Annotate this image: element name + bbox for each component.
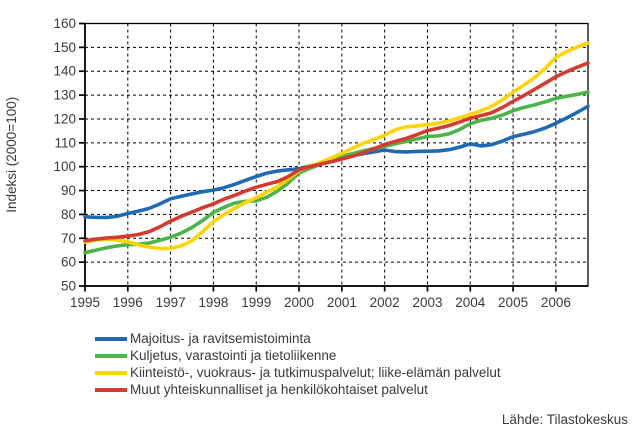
x-tick-label: 2003 bbox=[412, 295, 442, 310]
y-tick-label: 110 bbox=[54, 135, 76, 150]
legend-swatch bbox=[95, 387, 127, 392]
y-tick-label: 150 bbox=[53, 40, 76, 55]
line-chart: 50 60 70 80 90 100 110 120 130 140 150 160 1995 1996 1… bbox=[4, 16, 590, 310]
y-tick-label: 100 bbox=[53, 159, 76, 174]
x-tick-label: 1995 bbox=[70, 295, 100, 310]
legend-item: Kuljetus, varastointi ja tietoliikenne bbox=[95, 347, 501, 364]
x-tick-label: 1996 bbox=[113, 295, 143, 310]
x-tick-label: 2000 bbox=[284, 295, 314, 310]
legend-label: Kuljetus, varastointi ja tietoliikenne bbox=[130, 348, 337, 363]
y-tick-label: 50 bbox=[61, 279, 76, 294]
y-tick-label: 80 bbox=[61, 207, 76, 222]
legend-item: Muut yhteiskunnalliset ja henkilökohtais… bbox=[95, 381, 501, 398]
y-tick-label: 140 bbox=[53, 64, 76, 79]
y-tick-label: 60 bbox=[61, 255, 76, 270]
source-label: Lähde: Tilastokeskus bbox=[501, 412, 628, 427]
y-tick-label: 90 bbox=[61, 183, 76, 198]
x-tick-label: 2002 bbox=[370, 295, 400, 310]
y-tick-label: 120 bbox=[53, 111, 76, 126]
legend-item: Kiinteistö-, vuokraus- ja tutkimuspalvel… bbox=[95, 364, 501, 381]
x-tick-label: 2005 bbox=[498, 295, 528, 310]
series-line-4 bbox=[83, 61, 590, 243]
x-tick-label: 1998 bbox=[198, 295, 228, 310]
y-tick-label: 130 bbox=[53, 88, 76, 103]
x-tick-label: 2001 bbox=[327, 295, 357, 310]
legend-swatch bbox=[95, 336, 127, 341]
y-tick-label: 160 bbox=[53, 16, 76, 31]
x-tick-label: 1999 bbox=[241, 295, 271, 310]
y-axis-title: Indeksi (2000=100) bbox=[4, 97, 19, 213]
x-tick-label: 2006 bbox=[541, 295, 571, 310]
legend-label: Majoitus- ja ravitsemistoiminta bbox=[130, 331, 311, 346]
legend-swatch bbox=[95, 353, 127, 358]
series-line-3 bbox=[83, 41, 590, 251]
legend-item: Majoitus- ja ravitsemistoiminta bbox=[95, 330, 501, 347]
series-line-2 bbox=[83, 90, 590, 255]
legend-label: Muut yhteiskunnalliset ja henkilökohtais… bbox=[130, 382, 428, 397]
x-tick-label: 1997 bbox=[156, 295, 186, 310]
x-tick-label: 2004 bbox=[455, 295, 486, 310]
legend-swatch bbox=[95, 370, 127, 375]
legend: Majoitus- ja ravitsemistoiminta Kuljetus,… bbox=[95, 330, 501, 398]
legend-label: Kiinteistö-, vuokraus- ja tutkimuspalvel… bbox=[130, 365, 501, 380]
y-tick-label: 70 bbox=[61, 231, 76, 246]
